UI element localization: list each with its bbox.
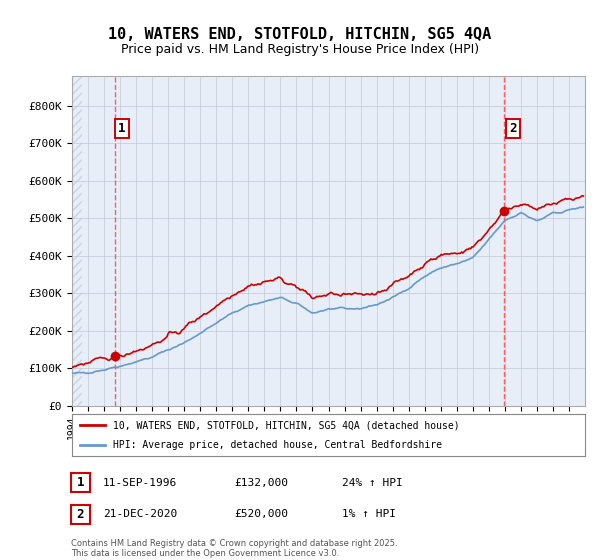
Text: £520,000: £520,000 [234,509,288,519]
Text: 2: 2 [509,122,517,134]
Text: Contains HM Land Registry data © Crown copyright and database right 2025.
This d: Contains HM Land Registry data © Crown c… [71,539,397,558]
Text: 24% ↑ HPI: 24% ↑ HPI [342,478,403,488]
Text: 21-DEC-2020: 21-DEC-2020 [103,509,178,519]
Text: 1: 1 [118,122,125,134]
Text: 1% ↑ HPI: 1% ↑ HPI [342,509,396,519]
Text: £132,000: £132,000 [234,478,288,488]
Text: Price paid vs. HM Land Registry's House Price Index (HPI): Price paid vs. HM Land Registry's House … [121,43,479,56]
Text: 11-SEP-1996: 11-SEP-1996 [103,478,178,488]
Text: HPI: Average price, detached house, Central Bedfordshire: HPI: Average price, detached house, Cent… [113,441,442,450]
Text: 2: 2 [77,507,84,521]
Text: 1: 1 [77,476,84,489]
Bar [72,76,82,406]
Text: 10, WATERS END, STOTFOLD, HITCHIN, SG5 4QA (detached house): 10, WATERS END, STOTFOLD, HITCHIN, SG5 4… [113,421,460,430]
Text: 10, WATERS END, STOTFOLD, HITCHIN, SG5 4QA: 10, WATERS END, STOTFOLD, HITCHIN, SG5 4… [109,27,491,42]
